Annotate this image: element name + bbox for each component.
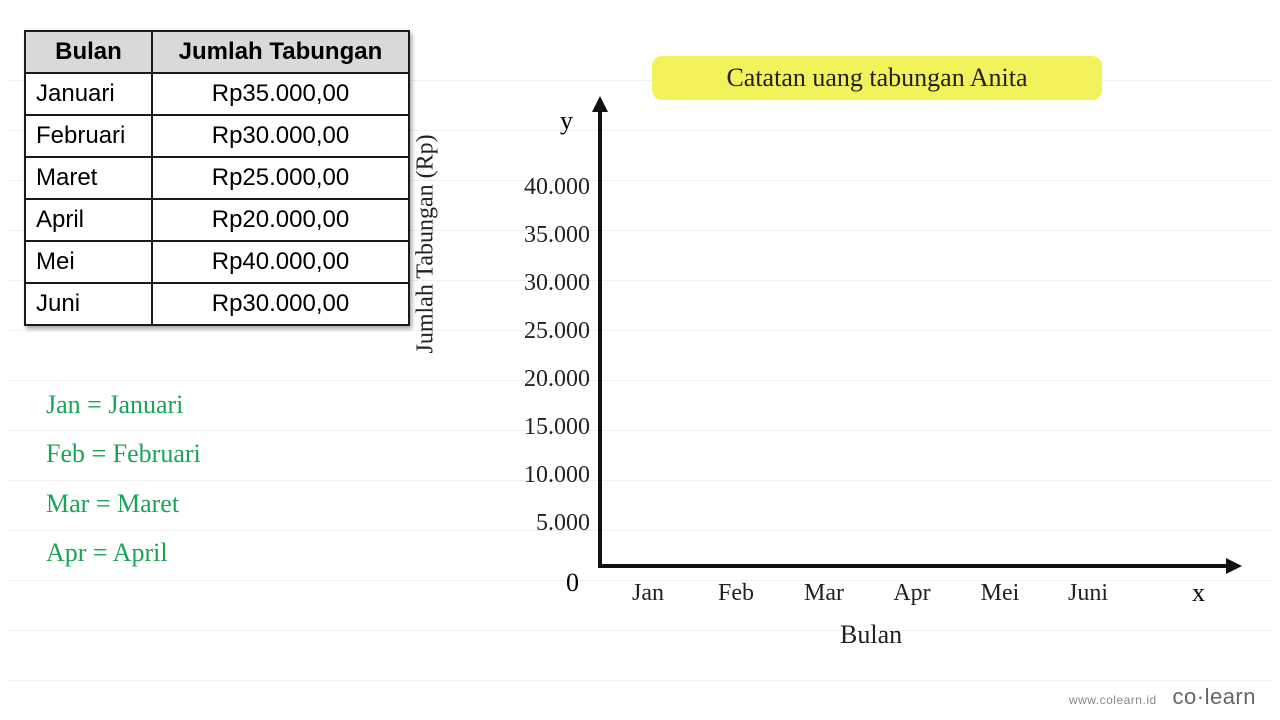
y-axis-label: Jumlah Tabungan (Rp) — [413, 134, 440, 353]
cell-amount: Rp20.000,00 — [152, 199, 409, 241]
cell-amount: Rp35.000,00 — [152, 73, 409, 115]
x-axis-line — [598, 564, 1228, 568]
y-letter: y — [560, 106, 573, 136]
footer-brand: co·learn — [1173, 684, 1257, 709]
x-axis-label: Bulan — [840, 620, 902, 650]
cell-month: Maret — [25, 157, 152, 199]
brand-post: learn — [1205, 684, 1256, 709]
legend-item: Jan = Januari — [46, 380, 201, 429]
y-tick-label: 30.000 — [490, 270, 590, 297]
x-tick-label: Jan — [608, 580, 688, 607]
footer-branding: www.colearn.id co·learn — [1069, 684, 1256, 710]
cell-month: Juni — [25, 283, 152, 325]
table-header-month: Bulan — [25, 31, 152, 73]
y-tick-label: 40.000 — [490, 174, 590, 201]
cell-amount: Rp25.000,00 — [152, 157, 409, 199]
table-row: JanuariRp35.000,00 — [25, 73, 409, 115]
cell-month: Januari — [25, 73, 152, 115]
savings-table: Bulan Jumlah Tabungan JanuariRp35.000,00… — [24, 30, 410, 326]
footer-url: www.colearn.id — [1069, 693, 1157, 707]
table-row: MaretRp25.000,00 — [25, 157, 409, 199]
y-tick-label: 5.000 — [490, 510, 590, 537]
cell-month: April — [25, 199, 152, 241]
cell-amount: Rp30.000,00 — [152, 115, 409, 157]
cell-amount: Rp30.000,00 — [152, 283, 409, 325]
y-tick-label: 15.000 — [490, 414, 590, 441]
table-row: AprilRp20.000,00 — [25, 199, 409, 241]
chart-axes: Jumlah Tabungan (Rp) Bulan y x 0 5.00010… — [430, 100, 1250, 640]
brand-pre: co — [1173, 684, 1197, 709]
table-row: MeiRp40.000,00 — [25, 241, 409, 283]
y-axis-line — [598, 108, 602, 568]
table-header-amount: Jumlah Tabungan — [152, 31, 409, 73]
arrow-right-icon — [1226, 558, 1242, 574]
x-tick-label: Apr — [872, 580, 952, 607]
brand-dot: · — [1197, 684, 1205, 709]
x-tick-label: Mei — [960, 580, 1040, 607]
month-abbrev-legend: Jan = JanuariFeb = FebruariMar = MaretAp… — [46, 380, 201, 578]
y-tick-label: 25.000 — [490, 318, 590, 345]
y-tick-label: 10.000 — [490, 462, 590, 489]
y-tick-label: 20.000 — [490, 366, 590, 393]
origin-label: 0 — [566, 568, 579, 598]
legend-item: Mar = Maret — [46, 479, 201, 528]
cell-month: Mei — [25, 241, 152, 283]
table-row: FebruariRp30.000,00 — [25, 115, 409, 157]
x-tick-label: Juni — [1048, 580, 1128, 607]
legend-item: Apr = April — [46, 528, 201, 577]
table-row: JuniRp30.000,00 — [25, 283, 409, 325]
x-letter: x — [1192, 578, 1205, 608]
cell-month: Februari — [25, 115, 152, 157]
cell-amount: Rp40.000,00 — [152, 241, 409, 283]
x-tick-label: Feb — [696, 580, 776, 607]
y-tick-label: 35.000 — [490, 222, 590, 249]
legend-item: Feb = Februari — [46, 429, 201, 478]
arrow-up-icon — [592, 96, 608, 112]
chart-title: Catatan uang tabungan Anita — [652, 56, 1102, 100]
x-tick-label: Mar — [784, 580, 864, 607]
